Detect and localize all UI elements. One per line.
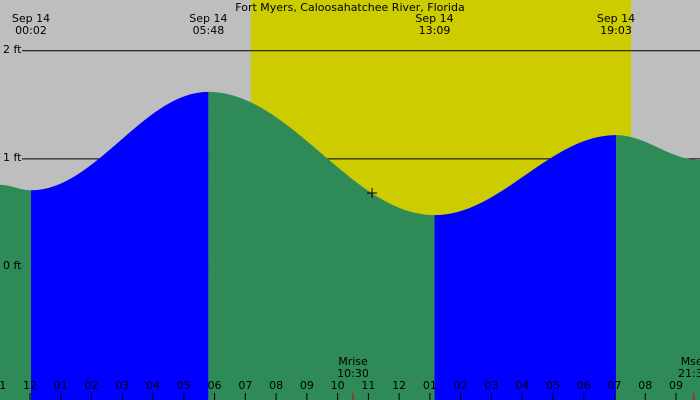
x-tick-label: 06 — [208, 379, 222, 392]
rising-tide-area — [31, 91, 209, 400]
extreme-time: 05:48 — [193, 24, 225, 37]
extreme-time: 00:02 — [15, 24, 47, 37]
x-tick-label: 03 — [484, 379, 498, 392]
y-tick-label: 1 ft — [3, 151, 22, 164]
extreme-date: Sep 14 — [597, 12, 635, 25]
moon-time: 21:35 — [678, 367, 700, 380]
moon-label: Mrise — [338, 355, 368, 368]
x-tick-label: 04 — [146, 379, 160, 392]
y-tick-label: 2 ft — [3, 43, 22, 56]
extreme-date: Sep 14 — [189, 12, 227, 25]
x-tick-label: 07 — [238, 379, 252, 392]
falling-tide-area — [616, 135, 700, 400]
x-tick-label: 09 — [300, 379, 314, 392]
x-tick-label: 09 — [669, 379, 683, 392]
x-tick-label: 06 — [577, 379, 591, 392]
x-tick-label: 03 — [115, 379, 129, 392]
x-tick-label: 04 — [515, 379, 529, 392]
x-tick-label: 08 — [269, 379, 283, 392]
x-tick-label: 11 — [0, 379, 6, 392]
x-tick-label: 12 — [23, 379, 37, 392]
rising-tide-area — [434, 135, 617, 400]
extreme-time: 19:03 — [600, 24, 632, 37]
x-tick-label: 01 — [54, 379, 68, 392]
x-tick-label: 07 — [607, 379, 621, 392]
extreme-date: Sep 14 — [415, 12, 453, 25]
cursor-crosshair — [367, 188, 377, 198]
chart-title: Fort Myers, Caloosahatchee River, Florid… — [235, 1, 464, 14]
y-tick-label: 0 ft — [3, 259, 22, 272]
x-tick-label: 05 — [177, 379, 191, 392]
x-tick-label: 12 — [392, 379, 406, 392]
x-tick-label: 10 — [331, 379, 345, 392]
x-tick-label: 08 — [638, 379, 652, 392]
x-tick-label: 02 — [85, 379, 99, 392]
extreme-time: 13:09 — [419, 24, 451, 37]
falling-tide-area — [208, 91, 435, 400]
moon-time: 10:30 — [337, 367, 369, 380]
falling-tide-area — [0, 184, 32, 400]
x-tick-label: 02 — [454, 379, 468, 392]
x-tick-label: 11 — [361, 379, 375, 392]
extreme-date: Sep 14 — [12, 12, 50, 25]
x-tick-label: 05 — [546, 379, 560, 392]
moon-label: Mset — [681, 355, 700, 368]
x-tick-label: 01 — [423, 379, 437, 392]
